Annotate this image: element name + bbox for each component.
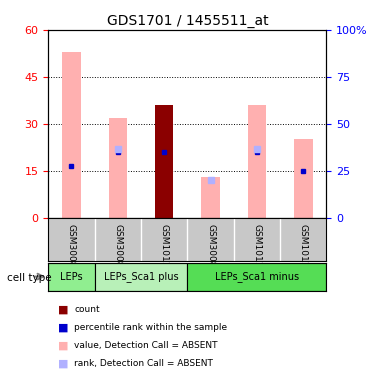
- Text: ■: ■: [58, 359, 68, 369]
- Text: LEPs_Sca1 minus: LEPs_Sca1 minus: [215, 271, 299, 282]
- Text: rank, Detection Call = ABSENT: rank, Detection Call = ABSENT: [74, 359, 213, 368]
- Text: cell type: cell type: [7, 273, 52, 283]
- Bar: [62, 52, 81, 217]
- Text: LEPs: LEPs: [60, 272, 83, 282]
- Bar: [109, 117, 127, 218]
- FancyBboxPatch shape: [95, 262, 187, 291]
- Bar: [201, 177, 220, 218]
- Text: GSM30084: GSM30084: [113, 224, 122, 273]
- Bar: [248, 105, 266, 218]
- Text: GSM101118: GSM101118: [252, 224, 262, 279]
- Title: GDS1701 / 1455511_at: GDS1701 / 1455511_at: [106, 13, 268, 28]
- Text: ■: ■: [58, 341, 68, 351]
- Bar: [294, 140, 312, 218]
- Text: GSM101117: GSM101117: [160, 224, 169, 279]
- Bar: [155, 105, 174, 218]
- FancyBboxPatch shape: [187, 262, 326, 291]
- Text: value, Detection Call = ABSENT: value, Detection Call = ABSENT: [74, 341, 218, 350]
- Text: ■: ■: [58, 323, 68, 333]
- FancyBboxPatch shape: [48, 262, 95, 291]
- Text: percentile rank within the sample: percentile rank within the sample: [74, 323, 227, 332]
- Text: GSM30082: GSM30082: [67, 224, 76, 273]
- Text: ■: ■: [58, 305, 68, 315]
- Text: LEPs_Sca1 plus: LEPs_Sca1 plus: [104, 271, 178, 282]
- Text: count: count: [74, 305, 100, 314]
- Bar: [155, 105, 174, 218]
- Text: GSM30085: GSM30085: [206, 224, 215, 273]
- Text: GSM101119: GSM101119: [299, 224, 308, 279]
